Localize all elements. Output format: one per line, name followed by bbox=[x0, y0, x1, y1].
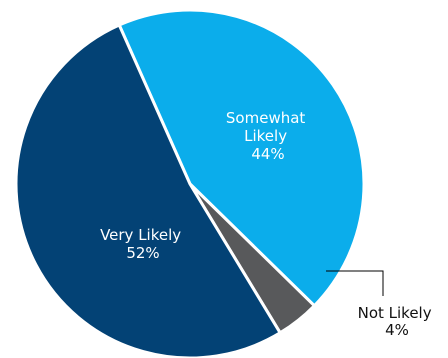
label-not-value: 4% bbox=[385, 321, 409, 339]
label-somewhat-line-1: Somewhat bbox=[226, 109, 306, 127]
label-not-line-1: Not Likely bbox=[358, 304, 432, 322]
label-somewhat-likely: Somewhat Likely 44% bbox=[226, 109, 310, 163]
label-very-line-1: Very Likely bbox=[100, 226, 181, 244]
label-very-value: 52% bbox=[126, 244, 159, 262]
label-somewhat-line-2: Likely bbox=[244, 127, 287, 145]
label-not-likely: Not Likely 4% bbox=[358, 304, 437, 339]
pie-slice-very bbox=[14, 23, 282, 358]
pie-slice-somewhat bbox=[117, 8, 366, 308]
pie-slices bbox=[14, 8, 366, 358]
label-very-likely: Very Likely 52% bbox=[100, 226, 186, 262]
leader-line-not-likely bbox=[326, 270, 384, 296]
label-somewhat-value: 44% bbox=[251, 145, 284, 163]
